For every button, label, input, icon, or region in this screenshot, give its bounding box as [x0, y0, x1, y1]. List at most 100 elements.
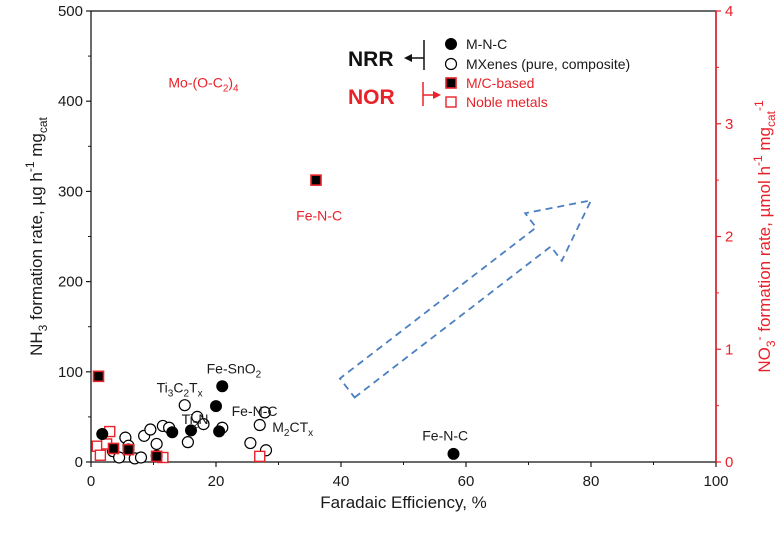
x-tick-label: 0 [87, 473, 95, 490]
text-part: 2 [223, 84, 229, 95]
data-point-filled-circle [447, 447, 460, 460]
y-left-tick-label: 500 [58, 3, 83, 20]
data-point-open-circle [244, 436, 257, 450]
point-annotation: Fe-N-C [422, 427, 468, 443]
text-part: Ti [182, 411, 193, 427]
x-tick-label: 40 [333, 473, 350, 490]
point-annotation: Fe-SnO2 [207, 361, 262, 381]
text-part: x [308, 428, 313, 439]
text-part: 2 [193, 420, 199, 431]
text-part: -1 [752, 100, 766, 111]
text-part: Fe-N-C [422, 427, 468, 443]
data-point-open-circle [150, 437, 163, 451]
x-axis-title: Faradaic Efficiency, % [320, 493, 487, 512]
y-left-tick-label: 300 [58, 183, 83, 200]
data-point-filled-circle [210, 400, 222, 413]
legend-nor-arrow-head [433, 91, 441, 99]
legend-marker-filled-square-red-edge [445, 77, 457, 89]
point-annotation: M2CTx [272, 419, 313, 439]
text-part: N [198, 411, 208, 427]
text-part: NH [27, 331, 46, 356]
plot-frame [90, 10, 717, 463]
point-annotation: Ti3C2Tx [157, 380, 203, 400]
text-part: 2 [183, 389, 189, 400]
point-annotations: Mo-(O-C2)4Fe-N-CFe-SnO2Ti3C2TxFe-N-CTi2N… [157, 75, 469, 444]
text-part: Fe-N-C [296, 207, 342, 223]
data-point-filled-circle [166, 426, 179, 439]
data-point-open-square-red [254, 450, 266, 463]
x-tick-label: 80 [583, 473, 600, 490]
legend: NRR NOR M-N-C MXenes (pure, composite) M/C-b… [348, 36, 630, 110]
text-part: 3 [36, 324, 50, 331]
text-part: Fe-N-C [232, 403, 278, 419]
x-tick-label: 60 [458, 473, 475, 490]
legend-marker-open-circle [444, 57, 458, 71]
text-part: 2 [256, 370, 262, 381]
legend-item-label: M/C-based [466, 75, 534, 91]
point-annotation: Fe-N-C [232, 403, 278, 419]
legend-item-label: M-N-C [466, 36, 507, 52]
text-part: M [272, 419, 284, 435]
text-part: formation rate, µg h [27, 172, 46, 324]
legend-item-label: Noble metals [466, 94, 548, 110]
data-point-filled-square-red-edge [107, 442, 120, 455]
text-part: C [173, 380, 183, 396]
text-part: x [198, 389, 203, 400]
text-part: 3 [764, 340, 778, 347]
data-point-open-circle [134, 451, 148, 464]
data-point-filled-square-red-edge [92, 370, 105, 383]
text-part: Ti [157, 380, 168, 396]
y-right-tick-label: 3 [725, 116, 733, 133]
text-part: - [752, 336, 766, 340]
data-point-open-circle [178, 399, 191, 412]
y-right-axis-title: NO3- formation rate, µmol h-1 mgcat-1 [751, 100, 778, 373]
text-part: 4 [233, 84, 239, 95]
text-part: NO [755, 347, 774, 373]
text-part: CT [289, 419, 308, 435]
text-part: -1 [751, 155, 765, 166]
y-right-tick-label: 4 [725, 3, 733, 20]
legend-nrr-label: NRR [348, 48, 394, 71]
y-right-tick-label: 0 [725, 454, 733, 471]
text-part: cat [36, 116, 50, 133]
text-part: cat [764, 110, 778, 127]
data-point-filled-square-red-edge [310, 174, 322, 186]
y-left-tick-label: 0 [75, 454, 83, 471]
text-part: mg [755, 127, 774, 155]
data-point-open-circle [181, 436, 194, 449]
text-part: -1 [23, 161, 37, 172]
trend-arrow-shape [338, 199, 593, 399]
text-part: 2 [284, 428, 290, 439]
x-tick-label: 20 [208, 473, 225, 490]
data-point-filled-circle [216, 380, 229, 393]
x-tick-label: 100 [703, 473, 728, 490]
axis-titles: Faradaic Efficiency, %NH3 formation rate… [23, 100, 778, 512]
axes-ticks [86, 10, 721, 467]
trend-arrow [338, 199, 593, 399]
data-point-filled-circle [96, 428, 109, 441]
text-part: ) [228, 75, 233, 91]
y-left-axis-title: NH3 formation rate, µg h-1 mgcat [23, 116, 50, 355]
data-point-open-circle [197, 418, 210, 431]
data-points [91, 174, 460, 465]
data-point-filled-square-red-edge [150, 450, 163, 463]
data-point-open-circle [144, 423, 157, 436]
text-part: T [189, 380, 198, 396]
legend-nor-label: NOR [348, 86, 395, 109]
point-annotation: Fe-N-C [296, 207, 342, 223]
data-point-open-circle [253, 418, 266, 432]
legend-marker-open-square-red [445, 96, 457, 108]
y-left-tick-label: 400 [58, 93, 83, 110]
text-part: 3 [168, 389, 174, 400]
text-part: mg [27, 133, 46, 161]
y-right-tick-label: 2 [725, 229, 733, 246]
text-part: formation rate, µmol h [755, 166, 774, 336]
point-annotation: Mo-(O-C2)4 [168, 75, 239, 95]
y-right-tick-label: 1 [725, 341, 733, 358]
data-point-filled-circle [185, 424, 197, 437]
legend-item-label: MXenes (pure, composite) [466, 56, 630, 72]
legend-nrr-arrow-head [404, 54, 412, 62]
data-point-open-circle [258, 406, 271, 419]
